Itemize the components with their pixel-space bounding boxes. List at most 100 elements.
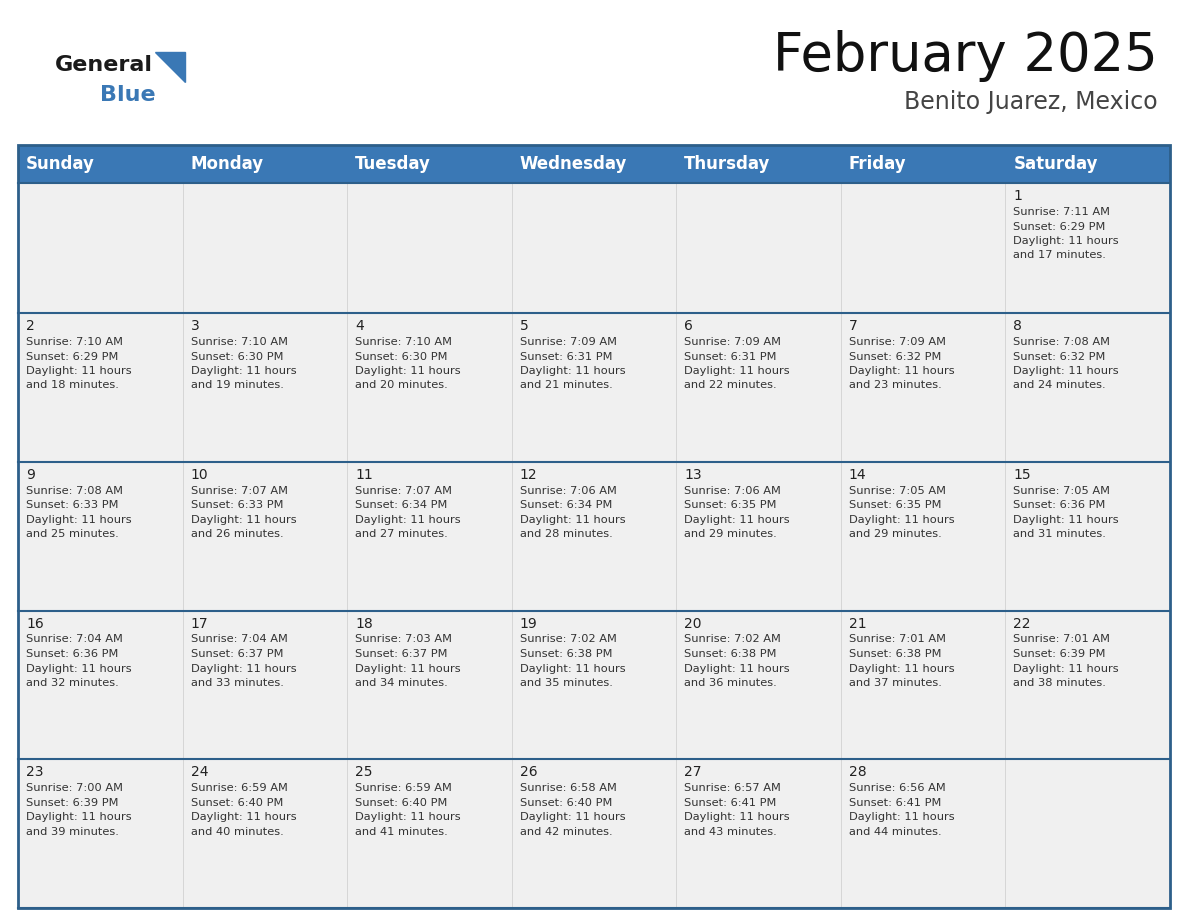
Text: Sunday: Sunday bbox=[26, 155, 95, 173]
Text: 23: 23 bbox=[26, 766, 44, 779]
Text: and 24 minutes.: and 24 minutes. bbox=[1013, 380, 1106, 390]
Text: Daylight: 11 hours: Daylight: 11 hours bbox=[684, 366, 790, 376]
Text: 27: 27 bbox=[684, 766, 702, 779]
Text: and 40 minutes.: and 40 minutes. bbox=[190, 827, 283, 836]
Text: and 20 minutes.: and 20 minutes. bbox=[355, 380, 448, 390]
Text: Tuesday: Tuesday bbox=[355, 155, 431, 173]
Text: Sunset: 6:39 PM: Sunset: 6:39 PM bbox=[26, 798, 119, 808]
Text: Sunrise: 7:04 AM: Sunrise: 7:04 AM bbox=[190, 634, 287, 644]
Text: Sunrise: 7:01 AM: Sunrise: 7:01 AM bbox=[1013, 634, 1111, 644]
Text: Daylight: 11 hours: Daylight: 11 hours bbox=[26, 812, 132, 823]
Text: Daylight: 11 hours: Daylight: 11 hours bbox=[519, 366, 625, 376]
Text: and 41 minutes.: and 41 minutes. bbox=[355, 827, 448, 836]
Text: Daylight: 11 hours: Daylight: 11 hours bbox=[355, 515, 461, 525]
Text: Sunrise: 7:09 AM: Sunrise: 7:09 AM bbox=[519, 337, 617, 347]
Text: Sunset: 6:34 PM: Sunset: 6:34 PM bbox=[519, 500, 612, 510]
Text: Sunset: 6:38 PM: Sunset: 6:38 PM bbox=[684, 649, 777, 659]
Text: 2: 2 bbox=[26, 319, 34, 333]
Text: 7: 7 bbox=[849, 319, 858, 333]
Text: Sunset: 6:32 PM: Sunset: 6:32 PM bbox=[1013, 352, 1106, 362]
Text: Sunset: 6:38 PM: Sunset: 6:38 PM bbox=[849, 649, 941, 659]
Text: Sunset: 6:38 PM: Sunset: 6:38 PM bbox=[519, 649, 612, 659]
Text: and 17 minutes.: and 17 minutes. bbox=[1013, 251, 1106, 261]
Text: and 43 minutes.: and 43 minutes. bbox=[684, 827, 777, 836]
Text: and 39 minutes.: and 39 minutes. bbox=[26, 827, 119, 836]
Text: Sunset: 6:41 PM: Sunset: 6:41 PM bbox=[684, 798, 777, 808]
Text: Sunset: 6:40 PM: Sunset: 6:40 PM bbox=[190, 798, 283, 808]
Text: Daylight: 11 hours: Daylight: 11 hours bbox=[1013, 515, 1119, 525]
Text: and 34 minutes.: and 34 minutes. bbox=[355, 678, 448, 688]
Text: and 33 minutes.: and 33 minutes. bbox=[190, 678, 284, 688]
Text: Sunset: 6:40 PM: Sunset: 6:40 PM bbox=[355, 798, 448, 808]
Text: and 19 minutes.: and 19 minutes. bbox=[190, 380, 284, 390]
Text: Daylight: 11 hours: Daylight: 11 hours bbox=[684, 812, 790, 823]
Text: 1: 1 bbox=[1013, 189, 1023, 203]
Text: 6: 6 bbox=[684, 319, 693, 333]
Text: 15: 15 bbox=[1013, 468, 1031, 482]
Text: Daylight: 11 hours: Daylight: 11 hours bbox=[355, 812, 461, 823]
Text: and 27 minutes.: and 27 minutes. bbox=[355, 530, 448, 539]
Text: and 36 minutes.: and 36 minutes. bbox=[684, 678, 777, 688]
Text: Sunrise: 7:10 AM: Sunrise: 7:10 AM bbox=[26, 337, 124, 347]
Text: 10: 10 bbox=[190, 468, 208, 482]
Text: Sunrise: 7:01 AM: Sunrise: 7:01 AM bbox=[849, 634, 946, 644]
Text: 16: 16 bbox=[26, 617, 44, 631]
Text: and 23 minutes.: and 23 minutes. bbox=[849, 380, 942, 390]
Text: 14: 14 bbox=[849, 468, 866, 482]
Text: Daylight: 11 hours: Daylight: 11 hours bbox=[26, 515, 132, 525]
Text: and 42 minutes.: and 42 minutes. bbox=[519, 827, 612, 836]
Text: 22: 22 bbox=[1013, 617, 1031, 631]
Text: Sunrise: 7:08 AM: Sunrise: 7:08 AM bbox=[26, 486, 124, 496]
Text: Thursday: Thursday bbox=[684, 155, 771, 173]
Bar bbox=[18, 145, 1170, 183]
Text: Blue: Blue bbox=[100, 85, 156, 105]
Text: Sunrise: 6:58 AM: Sunrise: 6:58 AM bbox=[519, 783, 617, 793]
Text: Sunset: 6:30 PM: Sunset: 6:30 PM bbox=[355, 352, 448, 362]
Text: and 26 minutes.: and 26 minutes. bbox=[190, 530, 283, 539]
Text: Daylight: 11 hours: Daylight: 11 hours bbox=[684, 515, 790, 525]
Text: Sunset: 6:34 PM: Sunset: 6:34 PM bbox=[355, 500, 448, 510]
Text: Daylight: 11 hours: Daylight: 11 hours bbox=[1013, 236, 1119, 246]
Text: Sunset: 6:29 PM: Sunset: 6:29 PM bbox=[26, 352, 119, 362]
Bar bbox=[18, 183, 1170, 313]
Text: Sunset: 6:35 PM: Sunset: 6:35 PM bbox=[849, 500, 941, 510]
Text: and 28 minutes.: and 28 minutes. bbox=[519, 530, 613, 539]
Text: Sunset: 6:37 PM: Sunset: 6:37 PM bbox=[190, 649, 283, 659]
Text: and 25 minutes.: and 25 minutes. bbox=[26, 530, 119, 539]
Text: Sunset: 6:30 PM: Sunset: 6:30 PM bbox=[190, 352, 283, 362]
Text: Daylight: 11 hours: Daylight: 11 hours bbox=[1013, 664, 1119, 674]
Text: Sunset: 6:33 PM: Sunset: 6:33 PM bbox=[26, 500, 119, 510]
Text: Saturday: Saturday bbox=[1013, 155, 1098, 173]
Text: Sunrise: 7:09 AM: Sunrise: 7:09 AM bbox=[849, 337, 946, 347]
Text: Sunrise: 7:07 AM: Sunrise: 7:07 AM bbox=[355, 486, 453, 496]
Text: 9: 9 bbox=[26, 468, 34, 482]
Bar bbox=[18, 759, 1170, 908]
Text: Sunset: 6:31 PM: Sunset: 6:31 PM bbox=[519, 352, 612, 362]
Text: 20: 20 bbox=[684, 617, 702, 631]
Text: Daylight: 11 hours: Daylight: 11 hours bbox=[190, 366, 296, 376]
Text: Daylight: 11 hours: Daylight: 11 hours bbox=[190, 664, 296, 674]
Text: Sunrise: 6:57 AM: Sunrise: 6:57 AM bbox=[684, 783, 782, 793]
Text: Sunrise: 6:59 AM: Sunrise: 6:59 AM bbox=[355, 783, 451, 793]
Text: 3: 3 bbox=[190, 319, 200, 333]
Text: Sunrise: 6:56 AM: Sunrise: 6:56 AM bbox=[849, 783, 946, 793]
Text: and 38 minutes.: and 38 minutes. bbox=[1013, 678, 1106, 688]
Polygon shape bbox=[154, 52, 185, 82]
Text: Sunset: 6:36 PM: Sunset: 6:36 PM bbox=[26, 649, 119, 659]
Text: Daylight: 11 hours: Daylight: 11 hours bbox=[684, 664, 790, 674]
Text: Sunset: 6:40 PM: Sunset: 6:40 PM bbox=[519, 798, 612, 808]
Text: Daylight: 11 hours: Daylight: 11 hours bbox=[355, 664, 461, 674]
Text: Sunrise: 7:05 AM: Sunrise: 7:05 AM bbox=[849, 486, 946, 496]
Text: and 31 minutes.: and 31 minutes. bbox=[1013, 530, 1106, 539]
Text: Sunrise: 7:11 AM: Sunrise: 7:11 AM bbox=[1013, 207, 1111, 217]
Text: 13: 13 bbox=[684, 468, 702, 482]
Text: Sunset: 6:32 PM: Sunset: 6:32 PM bbox=[849, 352, 941, 362]
Text: Sunrise: 7:07 AM: Sunrise: 7:07 AM bbox=[190, 486, 287, 496]
Text: Sunrise: 7:02 AM: Sunrise: 7:02 AM bbox=[684, 634, 782, 644]
Bar bbox=[18, 313, 1170, 462]
Text: Sunrise: 7:05 AM: Sunrise: 7:05 AM bbox=[1013, 486, 1111, 496]
Text: 28: 28 bbox=[849, 766, 866, 779]
Text: Daylight: 11 hours: Daylight: 11 hours bbox=[849, 366, 954, 376]
Text: 4: 4 bbox=[355, 319, 364, 333]
Text: Sunrise: 7:10 AM: Sunrise: 7:10 AM bbox=[355, 337, 453, 347]
